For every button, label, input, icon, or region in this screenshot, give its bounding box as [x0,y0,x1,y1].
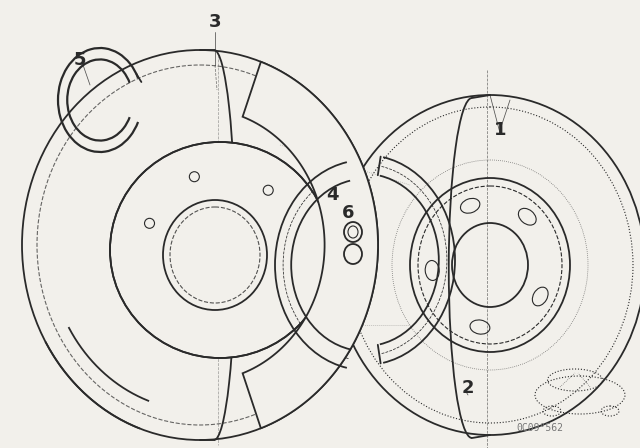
Text: 0C09°562: 0C09°562 [516,423,563,433]
Ellipse shape [110,142,330,358]
Text: 6: 6 [342,204,355,222]
Text: 4: 4 [326,186,339,204]
Text: 1: 1 [493,121,506,139]
Text: 2: 2 [461,379,474,397]
Text: 5: 5 [74,51,86,69]
Text: 3: 3 [209,13,221,31]
Polygon shape [243,62,378,428]
